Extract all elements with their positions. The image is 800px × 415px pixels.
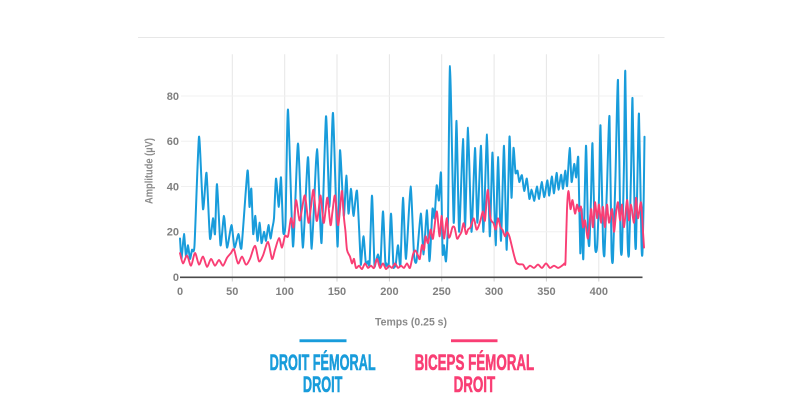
- svg-text:100: 100: [276, 286, 294, 298]
- svg-text:150: 150: [328, 286, 346, 298]
- svg-text:0: 0: [173, 272, 179, 284]
- svg-text:200: 200: [380, 286, 398, 298]
- svg-text:60: 60: [167, 136, 179, 148]
- svg-text:250: 250: [433, 286, 451, 298]
- svg-text:Temps (0.25 s): Temps (0.25 s): [375, 316, 447, 328]
- svg-text:80: 80: [167, 91, 179, 103]
- svg-text:300: 300: [485, 286, 503, 298]
- svg-text:20: 20: [167, 227, 179, 239]
- svg-text:50: 50: [226, 286, 238, 298]
- svg-text:400: 400: [590, 286, 608, 298]
- svg-text:40: 40: [167, 181, 179, 193]
- svg-text:350: 350: [537, 286, 555, 298]
- svg-text:0: 0: [177, 286, 183, 298]
- svg-text:Amplitude (µV): Amplitude (µV): [144, 138, 156, 204]
